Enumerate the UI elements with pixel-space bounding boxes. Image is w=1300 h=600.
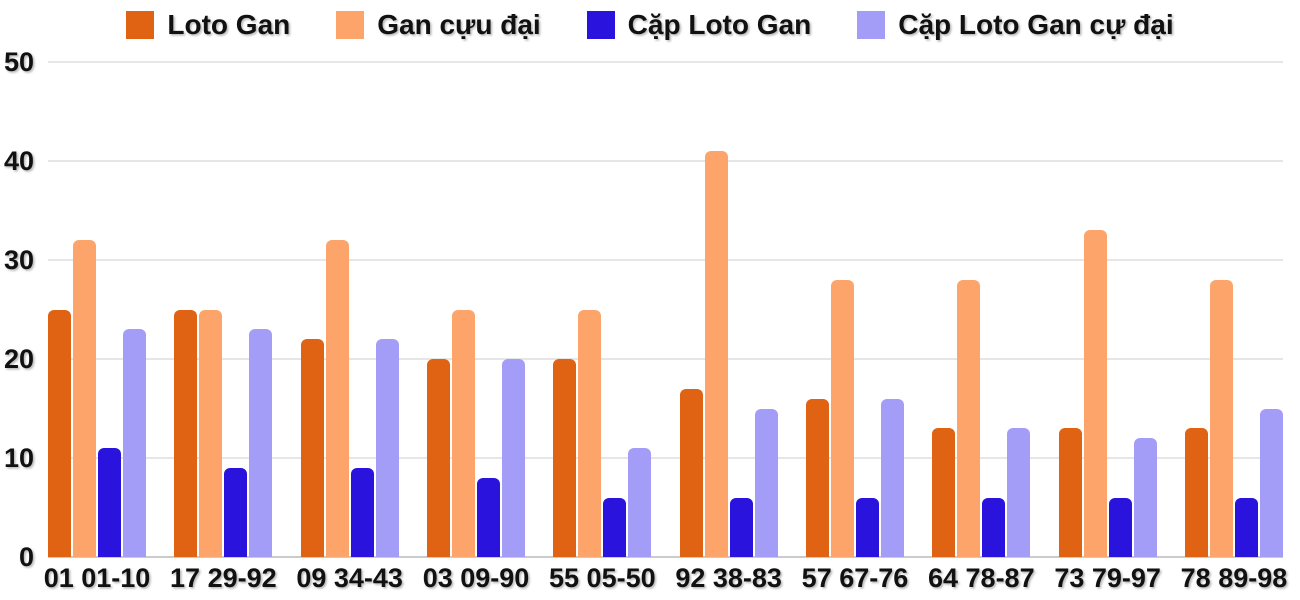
x-axis-baseline: [48, 556, 1283, 558]
bar-group-55-05-50: 55 05-50: [549, 62, 656, 593]
bar-group-73-79-97: 73 79-97: [1054, 62, 1161, 593]
legend-item-loto-gan: Loto Gan: [126, 9, 290, 41]
y-axis-tick-label: 10: [3, 443, 34, 473]
bar-group-92-38-83: 92 38-83: [675, 62, 782, 593]
legend-item-cap-loto-gan: Cặp Loto Gan: [586, 9, 812, 41]
legend-label: Loto Gan: [167, 9, 291, 40]
bar-loto-gan-17-29-92: [174, 309, 198, 557]
x-axis-label: 92 38-83: [675, 563, 782, 593]
bar-loto-gan-57-67-76: [805, 398, 829, 557]
bar-cap-loto-gan-cu-ai-09-34-43: [375, 339, 399, 557]
bar-cap-loto-gan-cu-ai-03-09-90: [501, 359, 525, 557]
legend-label: Gan cựu đại: [377, 9, 541, 40]
bar-gan-cuu-ai-73-79-97: [1083, 230, 1107, 557]
y-axis-tick-label: 50: [3, 47, 34, 77]
bar-cap-loto-gan-73-79-97: [1108, 497, 1132, 557]
bar-cap-loto-gan-cu-ai-92-38-83: [754, 408, 778, 557]
x-axis-label: 57 67-76: [801, 563, 909, 593]
legend-item-gan-cuu-ai: Gan cựu đại: [336, 9, 541, 41]
bar-group-64-78-87: 64 78-87: [928, 62, 1035, 593]
bar-cap-loto-gan-cu-ai-17-29-92: [249, 329, 273, 557]
bar-cap-loto-gan-cu-ai-01-01-10: [123, 329, 146, 557]
legend-swatch-loto-gan: [126, 11, 155, 39]
bar-loto-gan-09-34-43: [300, 339, 324, 557]
x-axis-label: 03 09-90: [422, 563, 530, 593]
y-axis-tick-label: 20: [3, 344, 34, 374]
bar-cap-loto-gan-55-05-50: [603, 497, 627, 557]
bar-gan-cuu-ai-55-05-50: [578, 309, 602, 557]
x-axis-label: 09 34-43: [296, 563, 403, 593]
plot-area: 01 01-10 17 29-92 09 34-43 03 09-90 55 05-50…: [44, 61, 1287, 593]
bar-group-57-67-76: 57 67-76: [802, 62, 908, 593]
gridline: [48, 61, 1283, 63]
bar-group-09-34-43: 09 34-43: [296, 62, 403, 593]
bar-gan-cuu-ai-17-29-92: [199, 309, 223, 557]
bar-cap-loto-gan-09-34-43: [350, 467, 374, 557]
bar-loto-gan-73-79-97: [1058, 428, 1082, 557]
bar-group-17-29-92: 17 29-92: [170, 62, 277, 593]
legend: Loto Gan Gan cựu đại Cặp Loto Gan Cặp Loto …: [0, 9, 1300, 41]
bar-cap-loto-gan-03-09-90: [476, 477, 500, 557]
legend-swatch-cap-loto-gan: [586, 11, 615, 39]
bar-cap-loto-gan-cu-ai-78-89-98: [1259, 408, 1283, 557]
x-axis-label: 78 89-98: [1180, 563, 1288, 593]
bar-loto-gan-78-89-98: [1184, 428, 1208, 557]
bar-loto-gan-64-78-87: [932, 428, 956, 557]
x-axis-label: 01 01-10: [43, 563, 151, 593]
bar-loto-gan-01-01-10: [48, 309, 71, 557]
bar-loto-gan-92-38-83: [679, 388, 703, 557]
bar-cap-loto-gan-cu-ai-55-05-50: [628, 448, 652, 557]
bar-cap-loto-gan-64-78-87: [982, 497, 1006, 557]
x-axis-label: 17 29-92: [170, 563, 277, 593]
bar-cap-loto-gan-01-01-10: [98, 448, 121, 557]
gridline: [48, 259, 1283, 261]
bar-gan-cuu-ai-64-78-87: [957, 279, 981, 557]
bar-cap-loto-gan-cu-ai-73-79-97: [1133, 438, 1157, 557]
y-axis-tick-label: 40: [3, 146, 34, 176]
bar-group-78-89-98: 78 89-98: [1181, 62, 1287, 593]
gridline: [48, 457, 1283, 459]
gridline: [48, 160, 1283, 162]
bar-groups: 01 01-10 17 29-92 09 34-43 03 09-90 55 05-50…: [44, 62, 1287, 593]
bar-gan-cuu-ai-57-67-76: [830, 279, 854, 557]
x-axis-label: 55 05-50: [549, 563, 656, 593]
bar-cap-loto-gan-cu-ai-57-67-76: [880, 398, 904, 557]
x-axis-label: 73 79-97: [1054, 563, 1161, 593]
bar-loto-gan-55-05-50: [553, 359, 577, 557]
legend-swatch-gan-cuu-ai: [336, 11, 365, 39]
bar-cap-loto-gan-57-67-76: [855, 497, 879, 557]
bar-cap-loto-gan-92-38-83: [729, 497, 753, 557]
y-axis-tick-label: 0: [18, 542, 34, 572]
x-axis-label: 64 78-87: [928, 563, 1035, 593]
bar-gan-cuu-ai-03-09-90: [451, 309, 475, 557]
bar-loto-gan-03-09-90: [426, 359, 450, 557]
gridline: [48, 358, 1283, 360]
bar-cap-loto-gan-cu-ai-64-78-87: [1007, 428, 1031, 557]
bar-gan-cuu-ai-09-34-43: [325, 240, 349, 557]
legend-label: Cặp Loto Gan: [627, 9, 812, 40]
bar-group-01-01-10: 01 01-10: [44, 62, 150, 593]
bar-gan-cuu-ai-78-89-98: [1209, 279, 1233, 557]
bar-gan-cuu-ai-92-38-83: [704, 151, 728, 557]
legend-swatch-cap-loto-gan-cu-ai: [857, 11, 886, 39]
bar-cap-loto-gan-78-89-98: [1234, 497, 1258, 557]
y-axis-tick-label: 30: [3, 245, 34, 275]
legend-label: Cặp Loto Gan cự đại: [898, 9, 1174, 40]
legend-item-cap-loto-gan-cu-ai: Cặp Loto Gan cự đại: [857, 9, 1174, 41]
bar-group-03-09-90: 03 09-90: [423, 62, 529, 593]
bar-gan-cuu-ai-01-01-10: [73, 240, 96, 557]
bar-cap-loto-gan-17-29-92: [224, 467, 248, 557]
